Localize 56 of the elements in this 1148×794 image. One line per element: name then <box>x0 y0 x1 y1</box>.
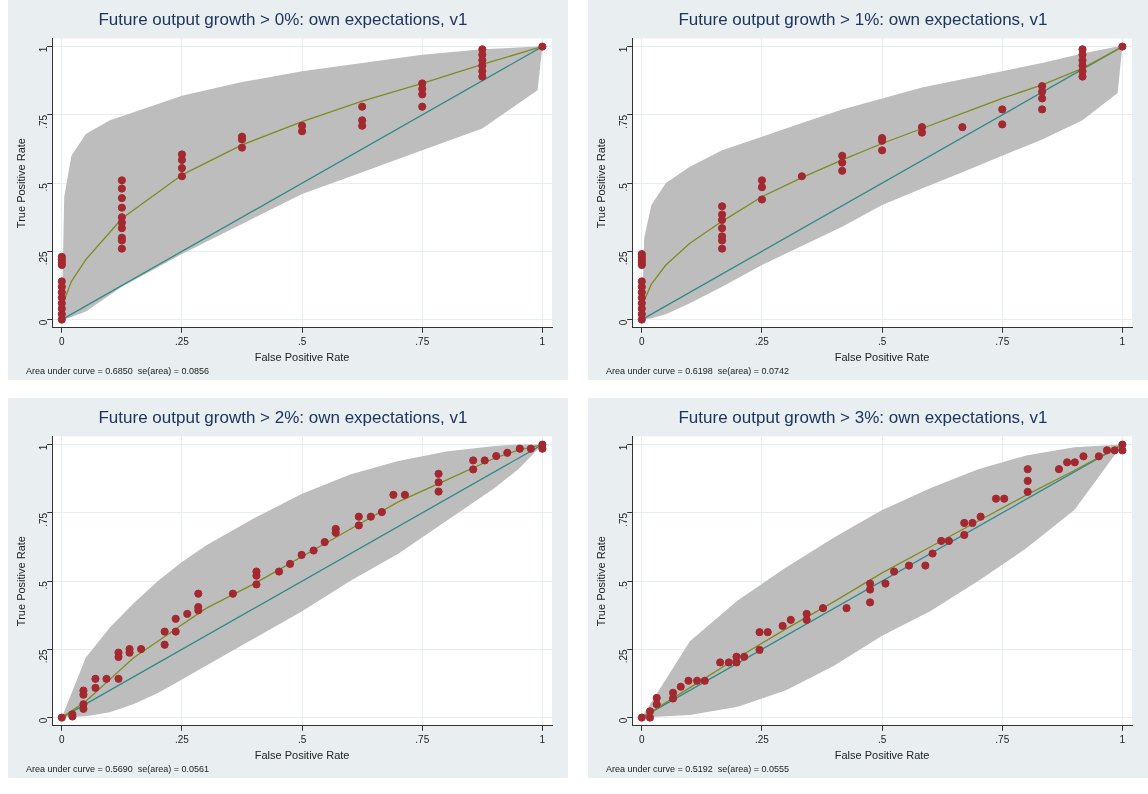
text: Area under curve = 0.6850 se(area) = 0.0856 <box>26 365 210 376</box>
x-tick-label: 1 <box>539 733 546 745</box>
x-tick-label: 0 <box>59 733 66 745</box>
x-tick-label: 1 <box>539 335 546 347</box>
y-tick-label: .25 <box>37 648 49 664</box>
x-tick-label: 0 <box>639 335 646 347</box>
text: Area under curve = 0.5690 se(area) = 0.0561 <box>26 763 210 774</box>
x-tick-label: .25 <box>175 335 190 347</box>
y-tick-label: 0 <box>617 319 629 326</box>
y-tick-label: 1 <box>617 444 629 451</box>
y-tick-label: 1 <box>617 46 629 53</box>
y-tick-label: .5 <box>617 182 629 192</box>
chart-title: Future output growth > 1%: own expectations, v1 <box>678 9 1048 29</box>
y-tick-label: 0 <box>617 717 629 724</box>
y-tick-label: 1 <box>37 46 49 53</box>
x-tick-label: 0 <box>639 733 646 745</box>
y-tick-label: .25 <box>37 250 49 266</box>
y-axis-title: True Positive Rate <box>14 536 27 627</box>
y-tick-label: 1 <box>37 444 49 451</box>
x-axis-title: False Positive Rate <box>254 351 350 364</box>
x-axis-title: False Positive Rate <box>834 749 930 762</box>
x-tick-label: .75 <box>995 335 1010 347</box>
y-tick-label: 0 <box>37 319 49 326</box>
chart-title: Future output growth > 2%: own expectations, v1 <box>98 407 468 427</box>
y-tick-label: .25 <box>617 250 629 266</box>
x-tick-label: .75 <box>415 335 430 347</box>
text: Area under curve = 0.5192 se(area) = 0.0555 <box>606 763 790 774</box>
y-axis-title: True Positive Rate <box>14 138 27 229</box>
y-axis-title: True Positive Rate <box>594 138 607 229</box>
x-tick-label: 1 <box>1119 733 1126 745</box>
x-tick-label: .75 <box>415 733 430 745</box>
x-tick-label: .5 <box>297 733 307 745</box>
x-tick-label: 1 <box>1119 335 1126 347</box>
y-tick-label: 0 <box>37 717 49 724</box>
y-tick-label: .75 <box>617 114 629 129</box>
x-axis-title: False Positive Rate <box>254 749 350 762</box>
text: Area under curve = 0.6198 se(area) = 0.0742 <box>606 365 790 376</box>
y-tick-label: .75 <box>37 512 49 527</box>
y-tick-label: .75 <box>37 114 49 129</box>
x-tick-label: .25 <box>755 335 770 347</box>
x-tick-label: .25 <box>755 733 770 745</box>
y-tick-label: .5 <box>37 580 49 590</box>
x-tick-label: .5 <box>297 335 307 347</box>
x-tick-label: .75 <box>995 733 1010 745</box>
x-tick-label: .25 <box>175 733 190 745</box>
x-tick-label: .5 <box>877 733 887 745</box>
y-tick-label: .25 <box>617 648 629 664</box>
chart-title: Future output growth > 3%: own expectations, v1 <box>678 407 1048 427</box>
chart-title: Future output growth > 0%: own expectations, v1 <box>98 9 468 29</box>
y-tick-label: .5 <box>37 182 49 192</box>
x-tick-label: .5 <box>877 335 887 347</box>
y-axis-title: True Positive Rate <box>594 536 607 627</box>
x-tick-label: 0 <box>59 335 66 347</box>
y-tick-label: .5 <box>617 580 629 590</box>
y-tick-label: .75 <box>617 512 629 527</box>
x-axis-title: False Positive Rate <box>834 351 930 364</box>
